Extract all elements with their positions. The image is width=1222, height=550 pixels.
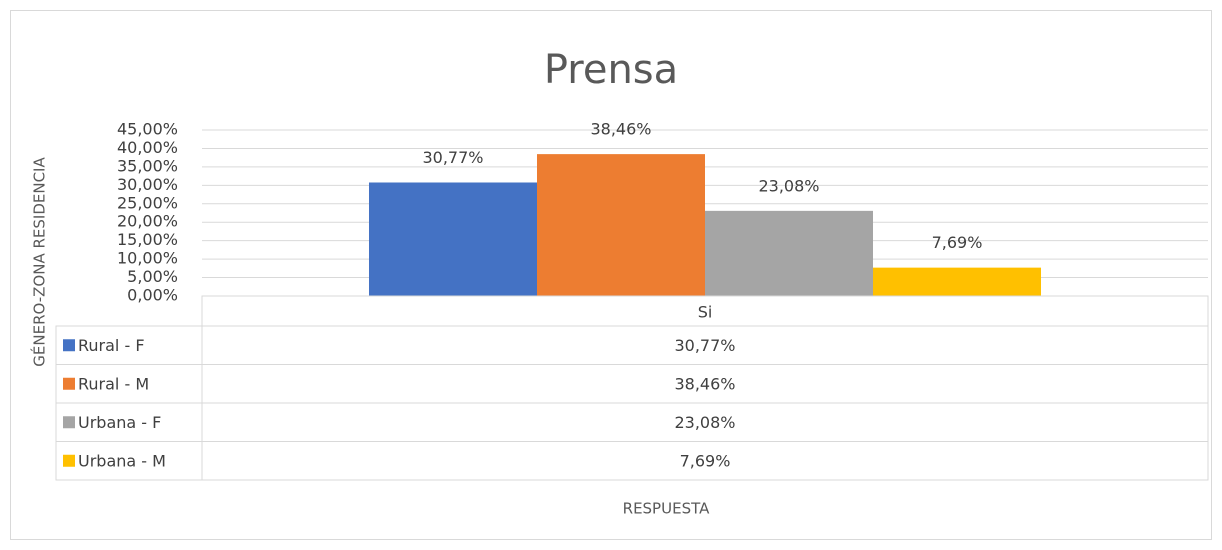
y-tick-label: 10,00% <box>117 249 178 268</box>
table-value: 23,08% <box>674 413 735 432</box>
legend-key <box>63 416 75 429</box>
table-value: 7,69% <box>680 451 731 470</box>
y-tick-label: 20,00% <box>117 212 178 231</box>
bar <box>536 154 705 296</box>
y-tick-label: 40,00% <box>117 138 178 157</box>
data-label: 30,77% <box>422 148 483 167</box>
y-tick-label: 15,00% <box>117 230 178 249</box>
bar <box>368 182 537 296</box>
y-tick-label: 5,00% <box>127 267 178 286</box>
legend-key <box>63 377 75 390</box>
table-value: 38,46% <box>674 374 735 393</box>
legend-label: Urbana - F <box>78 413 161 432</box>
legend-key <box>63 454 75 467</box>
y-tick-label: 0,00% <box>127 286 178 305</box>
data-label: 23,08% <box>758 176 819 195</box>
data-label: 38,46% <box>590 120 651 139</box>
table-header: Si <box>698 303 713 322</box>
table-value: 30,77% <box>674 336 735 355</box>
bar <box>705 210 874 296</box>
y-tick-label: 30,00% <box>117 175 178 194</box>
legend-key <box>63 339 75 352</box>
y-axis-label: GÉNERO-ZONA RESIDENCIA <box>30 157 49 367</box>
legend-label: Urbana - M <box>78 451 166 470</box>
x-axis-label: RESPUESTA <box>623 500 710 518</box>
bar <box>873 267 1042 296</box>
y-tick-label: 25,00% <box>117 193 178 212</box>
y-tick-label: 35,00% <box>117 156 178 175</box>
data-label: 7,69% <box>932 233 983 252</box>
chart-title: Prensa <box>544 47 678 93</box>
y-tick-label: 45,00% <box>117 120 178 139</box>
legend-label: Rural - F <box>78 336 145 355</box>
table-row <box>55 441 1209 481</box>
legend-label: Rural - M <box>78 374 149 393</box>
